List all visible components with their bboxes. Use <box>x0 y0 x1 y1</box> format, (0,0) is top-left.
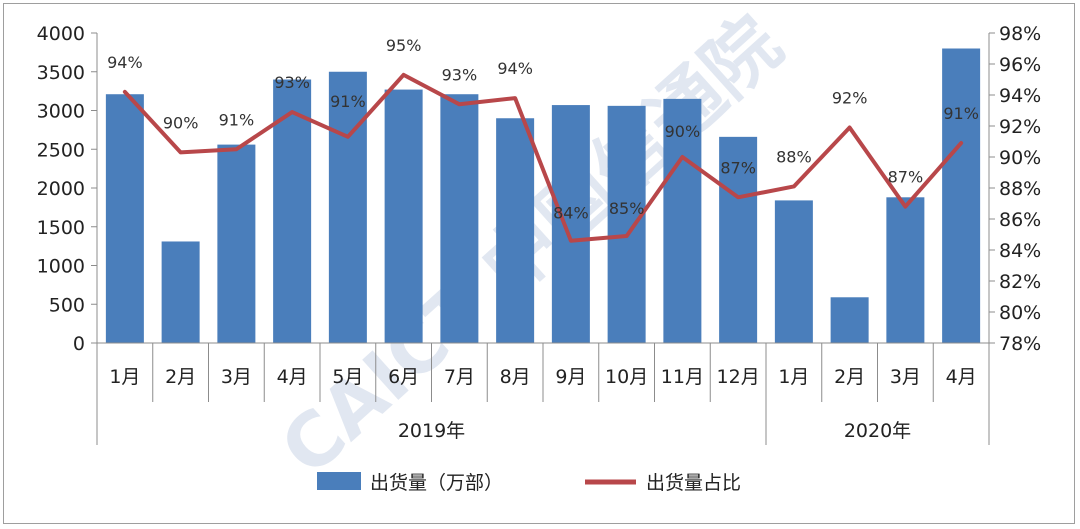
x-tick-label: 10月 <box>605 366 648 388</box>
ratio-data-label: 90% <box>665 122 701 141</box>
bar-10 <box>607 105 646 343</box>
x-tick-label: 1月 <box>109 366 140 388</box>
x-tick-label: 11月 <box>661 366 704 388</box>
y-right-tick-label: 98% <box>999 23 1041 45</box>
y-left-tick-label: 2500 <box>37 139 85 161</box>
ratio-data-label: 84% <box>553 204 589 223</box>
ratio-line <box>122 72 964 243</box>
bar-12 <box>719 136 758 343</box>
y-right-tick-label: 84% <box>999 240 1041 262</box>
x-tick-label: 6月 <box>388 366 419 388</box>
y-right-tick-label: 82% <box>999 271 1041 293</box>
ratio-data-label: 94% <box>107 53 143 72</box>
x-group-label: 2019年 <box>398 420 465 442</box>
ratio-data-label: 92% <box>832 89 868 108</box>
ratio-data-label: 94% <box>497 59 533 78</box>
ratio-data-label: 85% <box>609 199 645 218</box>
legend: 出货量（万部） 出货量占比 <box>317 472 741 494</box>
x-tick-label: 5月 <box>332 366 363 388</box>
y-right-tick-label: 80% <box>999 302 1041 324</box>
bar-14 <box>830 297 869 343</box>
bar-5 <box>328 71 367 343</box>
y-right-tick-label: 90% <box>999 147 1041 169</box>
x-tick-label: 2月 <box>834 366 865 388</box>
bar-6 <box>384 89 423 343</box>
y-left-tick-label: 4000 <box>37 23 85 45</box>
ratio-data-label: 91% <box>943 104 979 123</box>
x-tick-label: 7月 <box>444 366 475 388</box>
x-tick-label: 1月 <box>778 366 809 388</box>
y-left-tick-label: 1000 <box>37 256 85 278</box>
bar-9 <box>551 105 590 343</box>
bar-16 <box>942 48 981 343</box>
y-right-tick-label: 86% <box>999 209 1041 231</box>
x-tick-label: 4月 <box>277 366 308 388</box>
y-right-tick-label: 96% <box>999 54 1041 76</box>
x-tick-label: 8月 <box>500 366 531 388</box>
y-left-tick-label: 0 <box>73 333 85 355</box>
ratio-data-label: 87% <box>888 168 924 187</box>
ratio-data-label: 91% <box>330 92 366 111</box>
y-left-tick-label: 1500 <box>37 217 85 239</box>
y-left-tick-label: 2000 <box>37 178 85 200</box>
y-right-tick-label: 88% <box>999 178 1041 200</box>
y-right-tick-label: 94% <box>999 85 1041 107</box>
bar-4 <box>273 79 312 343</box>
x-tick-label: 9月 <box>555 366 586 388</box>
bar-15 <box>886 197 925 343</box>
ratio-data-label: 95% <box>386 36 422 55</box>
data-labels: 94% 90% 91% 93% 91% 95% 93% 94% 84% 85% 90% 87% 88% 9… <box>107 36 979 223</box>
bar-7 <box>440 94 479 343</box>
y-right-tick-label: 92% <box>999 116 1041 138</box>
axes: 0 500 1000 1500 2000 2500 3000 3500 4000 78% 80% 82… <box>37 23 1041 445</box>
x-tick-label: 3月 <box>221 366 252 388</box>
legend-bar-swatch <box>317 472 361 490</box>
legend-line-label: 出货量占比 <box>646 472 741 494</box>
y-left-tick-label: 3500 <box>37 62 85 84</box>
bar-13 <box>774 200 813 343</box>
x-tick-label: 2月 <box>165 366 196 388</box>
bar-8 <box>496 118 535 343</box>
bar-2 <box>161 241 200 343</box>
x-group-label: 2020年 <box>844 420 911 442</box>
chart-frame <box>3 3 1075 524</box>
bar-3 <box>217 144 256 343</box>
x-tick-label: 12月 <box>717 366 760 388</box>
ratio-data-label: 88% <box>776 147 812 166</box>
ratio-data-label: 87% <box>720 158 756 177</box>
ratio-data-label: 93% <box>442 65 478 84</box>
x-tick-label: 4月 <box>946 366 977 388</box>
bar-11 <box>663 98 702 343</box>
legend-bar-label: 出货量（万部） <box>370 472 503 494</box>
y-right-tick-label: 78% <box>999 333 1041 355</box>
y-left-tick-label: 500 <box>49 294 85 316</box>
ratio-data-label: 90% <box>163 113 199 132</box>
x-tick-label: 3月 <box>890 366 921 388</box>
bar-1 <box>105 94 144 343</box>
ratio-data-label: 93% <box>274 73 310 92</box>
line-series <box>122 72 964 243</box>
bar-series <box>105 48 981 343</box>
ratio-data-label: 91% <box>219 110 255 129</box>
y-left-tick-label: 3000 <box>37 101 85 123</box>
